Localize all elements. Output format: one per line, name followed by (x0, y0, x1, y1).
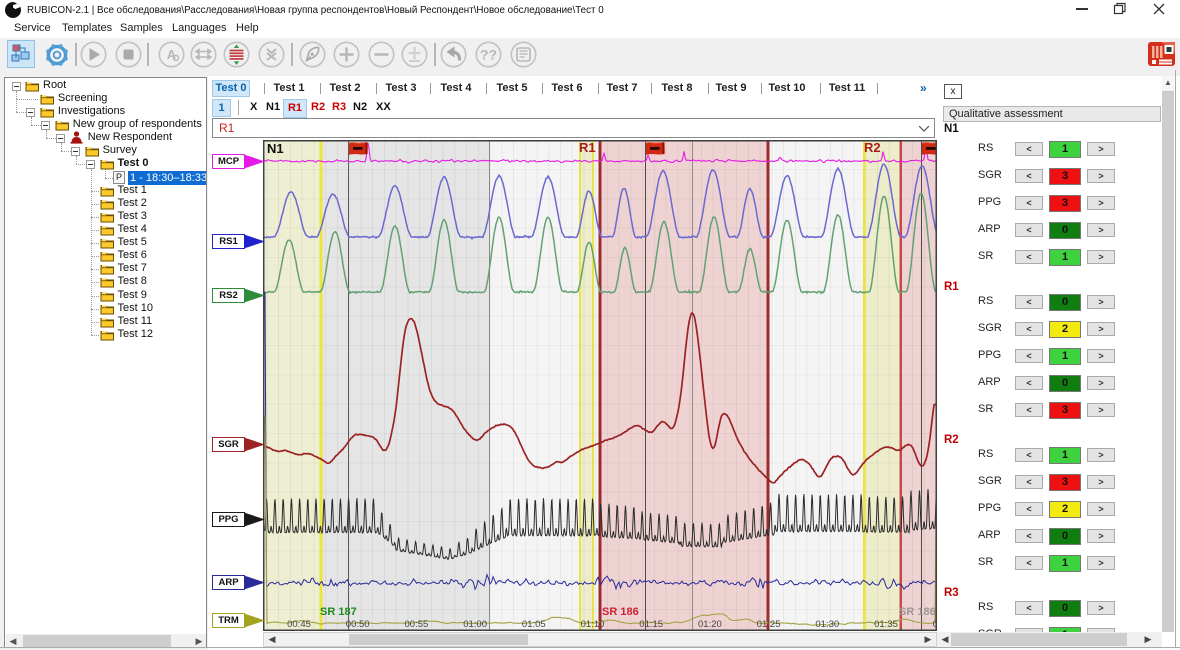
svg-text:01:35: 01:35 (874, 619, 898, 630)
svg-text:SR 186: SR 186 (899, 606, 936, 618)
svg-text:A: A (167, 47, 177, 62)
svg-text:01:00: 01:00 (463, 619, 487, 630)
svg-text:00:45: 00:45 (287, 619, 311, 630)
svg-text:01:30: 01:30 (815, 619, 839, 630)
svg-text:R2: R2 (864, 140, 881, 155)
svg-text:SR 186: SR 186 (602, 606, 639, 618)
svg-text:01:15: 01:15 (639, 619, 663, 630)
svg-text:??: ?? (480, 47, 497, 63)
svg-text:01:05: 01:05 (522, 619, 546, 630)
svg-text:SR 187: SR 187 (320, 606, 357, 618)
svg-text:01:10: 01:10 (581, 619, 605, 630)
svg-text:01:40: 01:40 (933, 619, 937, 630)
svg-text:00:55: 00:55 (405, 619, 429, 630)
svg-text:R1: R1 (579, 140, 596, 155)
svg-text:01:25: 01:25 (757, 619, 781, 630)
svg-text:N1: N1 (267, 141, 284, 156)
svg-text:01:20: 01:20 (698, 619, 722, 630)
svg-text:00:50: 00:50 (346, 619, 370, 630)
